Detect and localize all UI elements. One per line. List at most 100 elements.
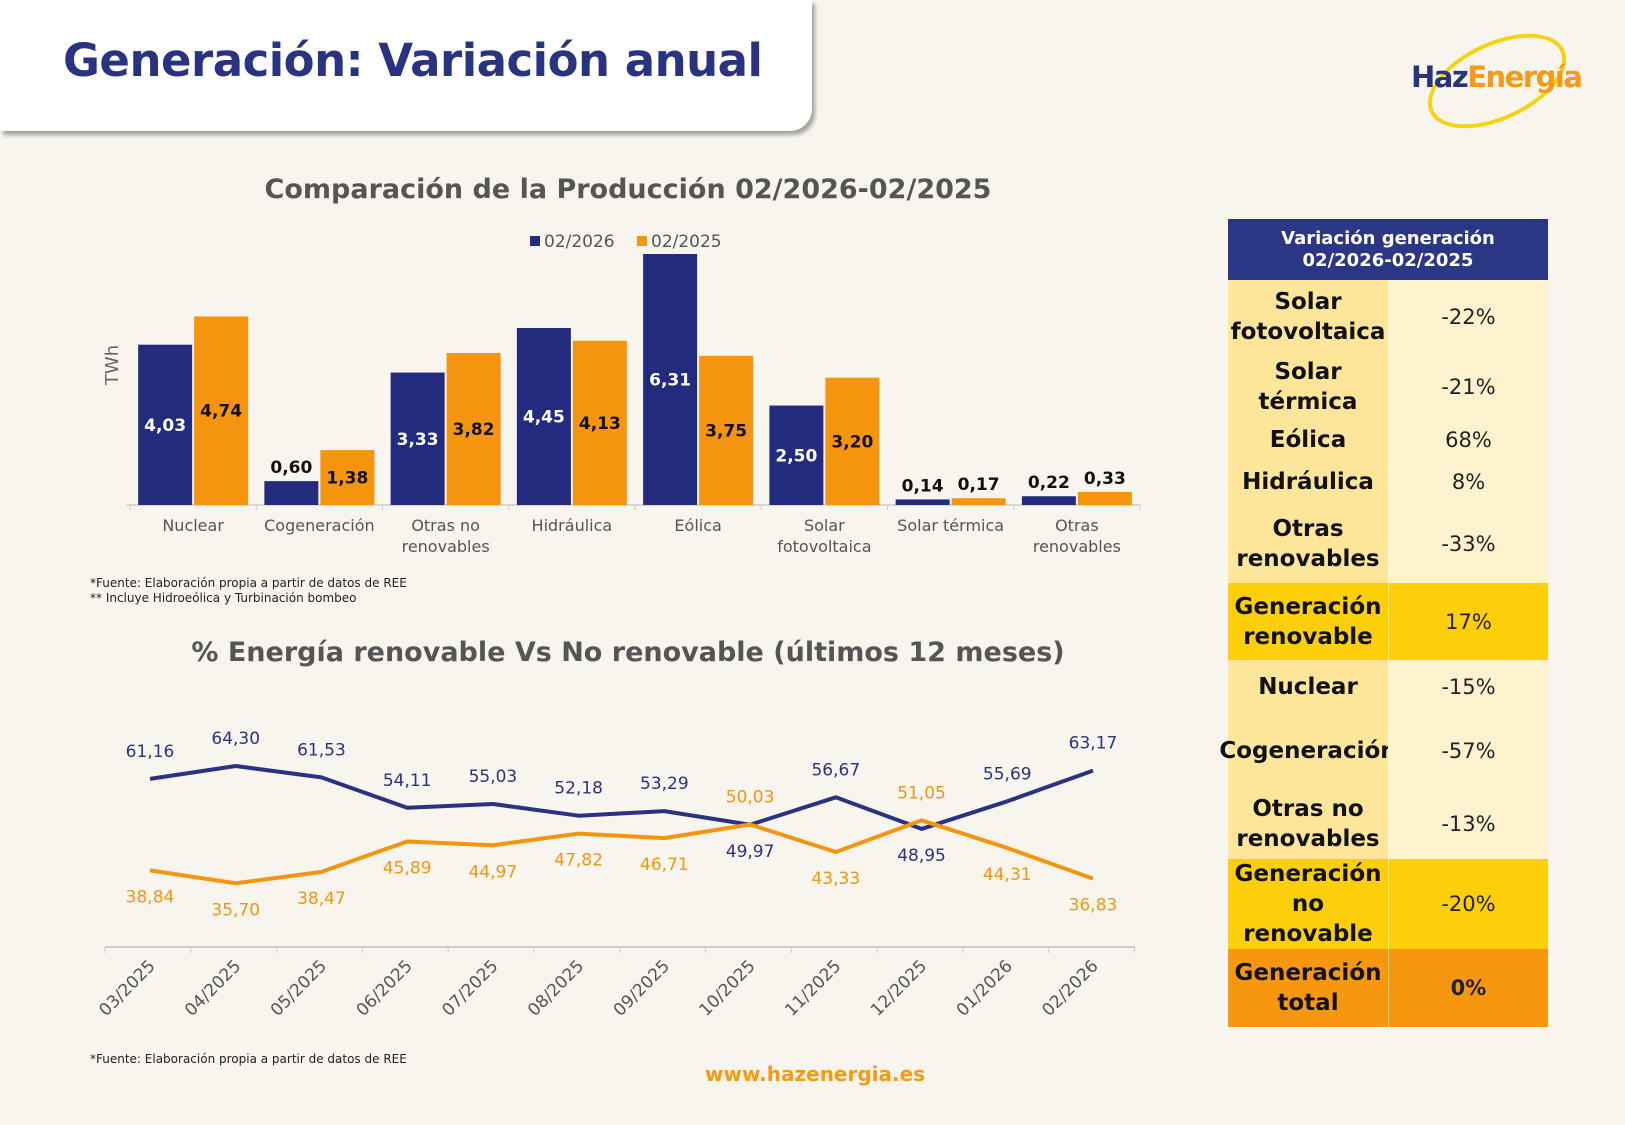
row-label: Nuclear: [1228, 660, 1388, 714]
row-label: Generación no renovable: [1228, 859, 1388, 949]
logo-text-haz: Haz: [1411, 60, 1469, 94]
line-data-label: 54,11: [383, 771, 432, 791]
line-data-label: 45,89: [383, 858, 432, 878]
line-data-label: 56,67: [811, 760, 860, 780]
variation-table: Variación generación 02/2026-02/2025 Sol…: [1219, 219, 1548, 1027]
bar-data-label: 3,82: [453, 420, 495, 440]
bar-data-label: 6,31: [649, 371, 691, 391]
title-card: Generación: Variación anual: [0, 0, 812, 131]
line-data-label: 55,69: [983, 764, 1032, 784]
category-label: Solar térmica: [897, 516, 1004, 535]
series-line: [149, 764, 1094, 831]
line-data-label: 61,53: [297, 740, 346, 760]
category-label: renovables: [402, 537, 490, 556]
line-data-label: 38,47: [297, 889, 346, 909]
bar-note-2: ** Incluye Hidroeólica y Turbinación bom…: [90, 591, 357, 605]
row-value: 68%: [1388, 420, 1548, 459]
table-row: Generación renovable 17%: [1228, 583, 1548, 660]
table-row: Solar térmica -21%: [1228, 353, 1548, 420]
row-value: -20%: [1388, 859, 1548, 949]
bar: [390, 372, 445, 505]
line-data-label: 61,16: [126, 742, 175, 762]
bar-source-note: *Fuente: Elaboración propia a partir de …: [90, 576, 407, 590]
table-row: Otras renovables -33%: [1228, 505, 1548, 583]
bar: [769, 405, 824, 505]
row-label: Eólica: [1228, 420, 1388, 459]
line-data-label: 53,29: [640, 774, 689, 794]
line-data-label: 38,84: [126, 887, 175, 907]
bar: [194, 316, 249, 505]
bar: [446, 353, 501, 505]
bar: [951, 498, 1006, 505]
x-tick-label: 01/2026: [953, 956, 1017, 1020]
table-row: Generación no renovable -20%: [1228, 859, 1548, 949]
line-source-note: *Fuente: Elaboración propia a partir de …: [90, 1052, 407, 1066]
x-tick-label: 08/2025: [524, 956, 588, 1020]
line-data-label: 52,18: [554, 779, 603, 799]
bar: [1077, 491, 1132, 505]
legend-label: 02/2025: [651, 232, 722, 252]
category-label: Eólica: [674, 516, 721, 535]
line-data-label: 48,95: [897, 846, 946, 866]
row-label: Generación total: [1228, 949, 1388, 1027]
line-data-label: 36,83: [1069, 896, 1118, 916]
category-label: Otras: [1055, 516, 1099, 535]
legend-swatch: [530, 236, 540, 246]
x-tick-label: 06/2025: [353, 956, 417, 1020]
x-tick-label: 04/2025: [181, 956, 245, 1020]
row-value: -21%: [1388, 353, 1548, 420]
bar: [643, 254, 698, 505]
website-link[interactable]: www.hazenergia.es: [705, 1062, 926, 1086]
category-label: Hidráulica: [532, 516, 613, 535]
table-row: Cogeneración -57%: [1219, 714, 1548, 788]
row-value: 8%: [1388, 459, 1548, 505]
table-header-line-1: Variación generación: [1281, 227, 1495, 249]
row-value: 0%: [1388, 949, 1548, 1027]
page-title: Generación: Variación anual: [63, 34, 763, 87]
bar-chart: TWh 02/2026 02/2025 4,03 4,74 Nuclear 0,60 1,38…: [102, 232, 1141, 556]
hazenergia-logo: HazEnergía: [1405, 14, 1585, 148]
table-row: Nuclear -15%: [1228, 660, 1548, 714]
bar: [895, 499, 950, 505]
line-chart-title: % Energía renovable Vs No renovable (últ…: [191, 637, 1065, 668]
table-header-line-2: 02/2026-02/2025: [1302, 249, 1474, 271]
bar-data-label: 2,50: [775, 446, 817, 466]
x-tick-label: 05/2025: [267, 956, 331, 1020]
legend-swatch: [637, 236, 647, 246]
category-label: Cogeneración: [264, 516, 375, 535]
x-tick-label: 10/2025: [696, 956, 760, 1020]
row-label: Hidráulica: [1228, 459, 1388, 505]
line-chart: 61,16 64,30 61,53 54,11 55,03 52,18 53,29 49,97…: [95, 729, 1136, 1020]
bar: [572, 340, 627, 505]
line-data-label: 50,03: [726, 788, 775, 808]
table-row: Eólica 68%: [1228, 420, 1548, 459]
line-data-label: 55,03: [469, 767, 518, 787]
bar-data-label: 4,74: [200, 402, 242, 422]
x-tick-label: 07/2025: [438, 956, 502, 1020]
table-header: Variación generación 02/2026-02/2025: [1228, 219, 1548, 280]
line-data-label: 51,05: [897, 783, 946, 803]
x-tick-label: 11/2025: [781, 956, 845, 1020]
row-label: Otras renovables: [1228, 505, 1388, 583]
row-value: -13%: [1388, 788, 1548, 859]
bar-data-label: 0,33: [1084, 469, 1126, 489]
bar: [264, 481, 319, 505]
legend-label: 02/2026: [544, 232, 615, 252]
x-tick-label: 03/2025: [95, 956, 159, 1020]
category-label: Nuclear: [162, 516, 224, 535]
bar-data-label: 0,17: [958, 475, 1000, 495]
category-label: renovables: [1033, 537, 1121, 556]
table-row: Otras no renovables -13%: [1228, 788, 1548, 859]
line-data-label: 35,70: [211, 900, 260, 920]
table-row: Generación total 0%: [1228, 949, 1548, 1027]
category-label: Solar: [804, 516, 845, 535]
logo-text-energia: Energía: [1467, 60, 1583, 94]
bar: [1021, 496, 1076, 505]
category-label: Otras no: [411, 516, 480, 535]
line-data-label: 63,17: [1069, 734, 1118, 754]
bar-data-label: 0,60: [270, 458, 312, 478]
row-value: -33%: [1388, 505, 1548, 583]
x-tick-label: 12/2025: [867, 956, 931, 1020]
row-label: Generación renovable: [1228, 583, 1388, 660]
bar: [825, 377, 880, 505]
